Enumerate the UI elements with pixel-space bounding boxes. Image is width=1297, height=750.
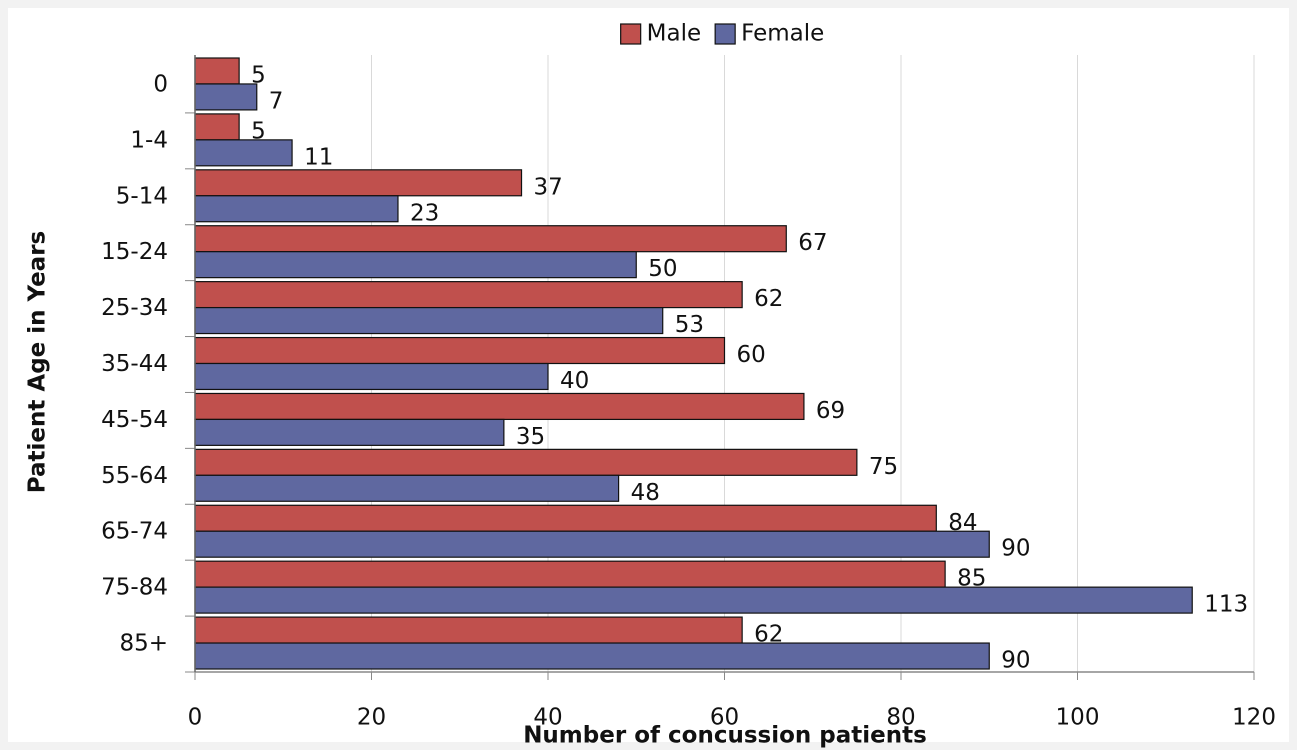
bar bbox=[194, 418, 505, 446]
bar bbox=[194, 586, 1193, 614]
legend-label: Male bbox=[647, 21, 701, 47]
y-tick-label: 1-4 bbox=[130, 127, 168, 153]
x-tick-label: 100 bbox=[1056, 705, 1100, 731]
y-tick-label: 15-24 bbox=[101, 239, 168, 265]
y-tick-label: 0 bbox=[153, 71, 168, 97]
bar bbox=[194, 362, 549, 391]
x-tick-label: 20 bbox=[357, 705, 386, 731]
bar bbox=[194, 57, 240, 85]
y-tick-label: 45-54 bbox=[101, 407, 168, 433]
bar bbox=[194, 83, 258, 111]
x-tick-label: 40 bbox=[533, 705, 562, 731]
bar bbox=[194, 306, 664, 335]
data-label: 67 bbox=[798, 230, 827, 256]
bar bbox=[194, 251, 637, 279]
data-label: 90 bbox=[1001, 648, 1030, 674]
bar bbox=[194, 225, 787, 253]
legend-swatch bbox=[620, 23, 642, 45]
data-label: 60 bbox=[737, 342, 766, 368]
x-tick-label: 0 bbox=[188, 705, 203, 731]
bar bbox=[194, 448, 858, 476]
data-label: 48 bbox=[631, 480, 660, 506]
bar bbox=[194, 169, 523, 197]
bar bbox=[194, 336, 726, 365]
y-tick-label: 35-44 bbox=[101, 351, 168, 377]
data-label: 90 bbox=[1001, 536, 1030, 562]
data-label: 113 bbox=[1204, 592, 1248, 618]
y-tick-label: 85+ bbox=[119, 631, 168, 657]
bar bbox=[194, 195, 399, 223]
y-tick-label: 65-74 bbox=[101, 519, 168, 545]
bar bbox=[194, 139, 293, 167]
y-axis-title: Patient Age in Years bbox=[25, 231, 51, 493]
data-label: 5 bbox=[251, 62, 266, 88]
data-label: 40 bbox=[560, 368, 589, 394]
legend-swatch bbox=[714, 23, 736, 45]
data-label: 23 bbox=[410, 200, 439, 226]
bar bbox=[194, 474, 620, 502]
data-label: 37 bbox=[534, 174, 563, 200]
x-tick-label: 120 bbox=[1232, 705, 1276, 731]
y-tick-label: 75-84 bbox=[101, 575, 168, 601]
data-label: 75 bbox=[869, 454, 898, 480]
legend-label: Female bbox=[741, 21, 824, 47]
bar bbox=[194, 642, 990, 670]
bar bbox=[194, 392, 805, 421]
y-tick-label: 5-14 bbox=[116, 183, 168, 209]
bar bbox=[194, 616, 743, 644]
data-label: 35 bbox=[516, 424, 545, 450]
x-axis-title: Number of concussion patients bbox=[523, 723, 927, 749]
y-tick-label: 55-64 bbox=[101, 463, 168, 489]
bar bbox=[194, 560, 946, 588]
data-label: 69 bbox=[816, 398, 845, 424]
bar bbox=[194, 504, 937, 532]
bar bbox=[194, 281, 743, 309]
data-label: 50 bbox=[648, 256, 677, 282]
x-tick-label: 80 bbox=[886, 705, 915, 731]
data-label: 53 bbox=[675, 312, 704, 338]
data-label: 5 bbox=[251, 118, 266, 144]
data-label: 7 bbox=[269, 88, 284, 114]
bar bbox=[194, 113, 240, 141]
data-label: 62 bbox=[754, 286, 783, 312]
bar bbox=[194, 530, 990, 558]
data-label: 11 bbox=[304, 144, 333, 170]
x-tick-label: 60 bbox=[710, 705, 739, 731]
y-tick-label: 25-34 bbox=[101, 295, 168, 321]
